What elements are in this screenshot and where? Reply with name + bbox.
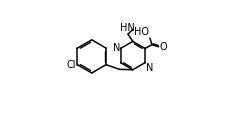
Text: N: N [145,63,153,73]
Text: HO: HO [134,27,149,37]
Text: Cl: Cl [67,60,76,70]
Text: HN: HN [120,23,135,33]
Text: O: O [160,42,167,52]
Text: N: N [113,43,120,53]
